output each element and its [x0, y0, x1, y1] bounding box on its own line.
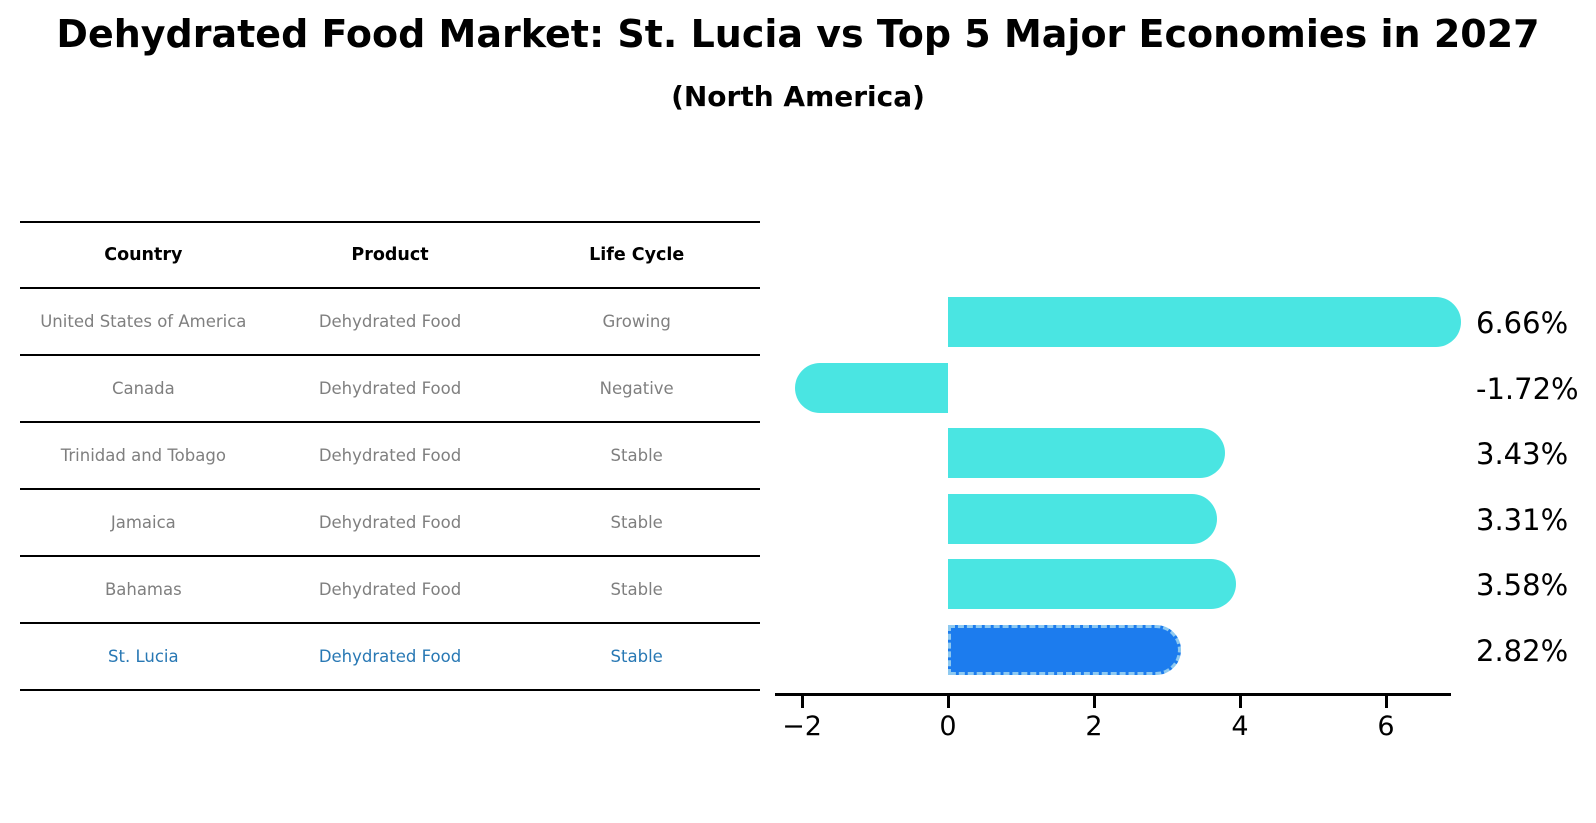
table-row-st-lucia: St. Lucia Dehydrated Food Stable	[20, 624, 760, 691]
bar-canada	[795, 363, 948, 413]
table-cell-country: Canada	[111, 379, 175, 398]
x-axis-tick-label: 6	[1377, 711, 1395, 742]
table-cell-life-cycle: Stable	[610, 647, 663, 666]
bar-jamaica	[948, 494, 1217, 544]
bar-value-label: 6.66%	[1476, 306, 1569, 340]
bar-value-label: 2.82%	[1476, 634, 1569, 668]
table-cell-country: St. Lucia	[108, 647, 179, 666]
table-cell-product: Dehydrated Food	[318, 446, 462, 465]
x-axis-tick	[1092, 695, 1096, 708]
table-cell-country: Trinidad and Tobago	[60, 446, 226, 465]
x-axis-tick-label: 0	[939, 711, 957, 742]
x-axis-tick-label: 2	[1085, 711, 1103, 742]
chart-title: Dehydrated Food Market: St. Lucia vs Top…	[56, 12, 1540, 56]
table-header-life-cycle: Life Cycle	[589, 245, 685, 265]
x-axis-tick	[1384, 695, 1388, 708]
bar-united-states-of-america	[948, 297, 1462, 347]
table-cell-country: Jamaica	[110, 513, 176, 532]
table-cell-life-cycle: Stable	[610, 580, 663, 599]
chart-subtitle: (North America)	[671, 80, 925, 113]
table-cell-product: Dehydrated Food	[318, 312, 462, 331]
table-header-country: Country	[104, 245, 183, 265]
table-cell-product: Dehydrated Food	[318, 580, 462, 599]
country-table: Country Product Life Cycle United States…	[20, 221, 760, 691]
x-axis-tick	[1238, 695, 1242, 708]
bar-st-lucia	[948, 625, 1181, 675]
table-header-product: Product	[351, 245, 429, 265]
table-row: Jamaica Dehydrated Food Stable	[20, 490, 760, 557]
x-axis-tick	[946, 695, 950, 708]
x-axis-tick-label: −2	[782, 711, 822, 742]
bar-value-label: -1.72%	[1476, 372, 1579, 406]
table-cell-life-cycle: Growing	[602, 312, 671, 331]
table-cell-product: Dehydrated Food	[318, 513, 462, 532]
table-cell-life-cycle: Stable	[610, 513, 663, 532]
table-header-row: Country Product Life Cycle	[20, 223, 760, 289]
bar-value-label: 3.31%	[1476, 503, 1569, 537]
table-cell-country: Bahamas	[104, 580, 182, 599]
bar-bahamas	[948, 559, 1237, 609]
table-row: Bahamas Dehydrated Food Stable	[20, 557, 760, 624]
x-axis-tick	[800, 695, 804, 708]
x-axis-line	[775, 693, 1451, 696]
x-axis-tick-label: 4	[1231, 711, 1249, 742]
table-cell-product: Dehydrated Food	[318, 379, 462, 398]
table-row: United States of America Dehydrated Food…	[20, 289, 760, 356]
table-cell-product: Dehydrated Food	[318, 647, 462, 666]
table-cell-life-cycle: Negative	[599, 379, 674, 398]
table-cell-life-cycle: Stable	[610, 446, 663, 465]
table-row: Trinidad and Tobago Dehydrated Food Stab…	[20, 423, 760, 490]
table-row: Canada Dehydrated Food Negative	[20, 356, 760, 423]
bar-value-label: 3.58%	[1476, 568, 1569, 602]
bar-trinidad-and-tobago	[948, 428, 1226, 478]
bar-value-label: 3.43%	[1476, 437, 1569, 471]
table-cell-country: United States of America	[40, 312, 247, 331]
